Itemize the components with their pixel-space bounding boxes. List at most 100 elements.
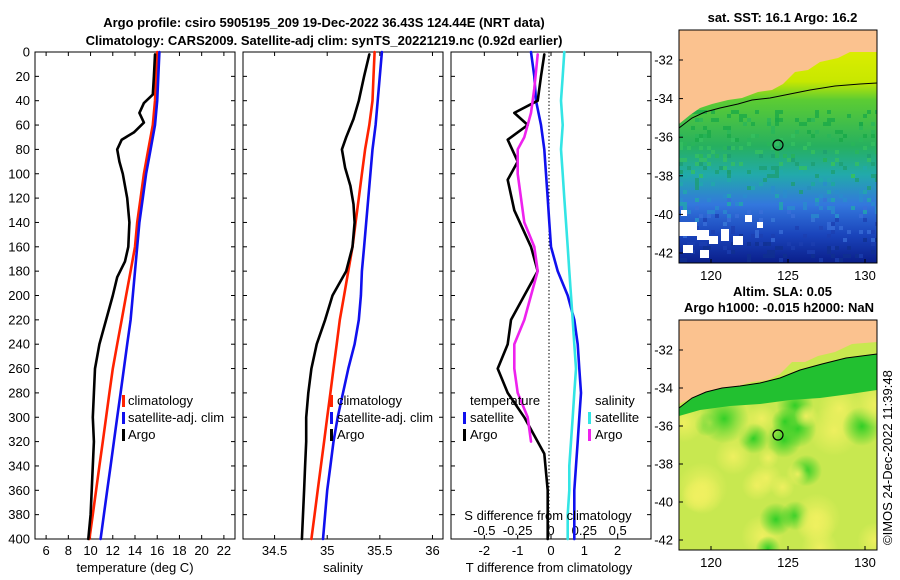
sst-pixel [679, 170, 683, 174]
sst-pixel [679, 142, 683, 146]
sst-pixel [847, 254, 851, 258]
sst-pixel [783, 254, 787, 258]
sst-pixel [771, 154, 775, 158]
series-line-t-satellite [529, 50, 583, 541]
series-line-s-satellite [559, 50, 578, 541]
sst-pixel [723, 126, 727, 130]
x-tick-label: 6 [42, 543, 49, 558]
sst-pixel [723, 210, 727, 214]
sst-pixel [859, 190, 863, 194]
sst-pixel [695, 138, 699, 142]
x-tick-label: 2 [614, 543, 621, 558]
sst-pixel [683, 206, 687, 210]
sst-pixel [747, 254, 751, 258]
sst-pixel [699, 118, 703, 122]
x-tick-label: 18 [172, 543, 186, 558]
sst-pixel [707, 154, 711, 158]
sst-pixel [791, 246, 795, 250]
depth-tick-label: 260 [8, 361, 30, 376]
series-line-argo [87, 53, 157, 541]
figure-title-line2: Climatology: CARS2009. Satellite-adj cli… [85, 33, 563, 48]
sst-pixel [679, 134, 683, 138]
sst-pixel [771, 174, 775, 178]
sst-pixel [731, 226, 735, 230]
legend-label-climatology: climatology [128, 393, 194, 408]
sst-pixel [779, 230, 783, 234]
sst-pixel [867, 110, 871, 114]
sst-pixel [747, 138, 751, 142]
sla-blob [796, 506, 836, 546]
sst-pixel [867, 230, 871, 234]
sst-pixel [863, 238, 867, 242]
sst-pixel [755, 150, 759, 154]
sst-pixel [743, 122, 747, 126]
sst-pixel [843, 166, 847, 170]
map-lat-label: -34 [654, 381, 673, 396]
sst-pixel [735, 214, 739, 218]
sst-pixel [759, 218, 763, 222]
sst-pixel [715, 118, 719, 122]
sst-pixel [687, 146, 691, 150]
sst-pixel [831, 254, 835, 258]
sst-pixel [867, 198, 871, 202]
sst-pixel [751, 122, 755, 126]
sst-pixel [687, 166, 691, 170]
sst-pixel [739, 114, 743, 118]
legend-swatch-t-satellite [463, 412, 466, 424]
sla-map-title: Altim. SLA: 0.05 [733, 284, 832, 299]
depth-tick-label: 100 [8, 166, 30, 181]
sst-pixel [831, 230, 835, 234]
sst-pixel [875, 150, 877, 154]
sst-pixel [731, 250, 735, 254]
sst-pixel [803, 206, 807, 210]
sst-pixel [691, 126, 695, 130]
sst-pixel [787, 210, 791, 214]
depth-tick-label: 120 [8, 191, 30, 206]
sst-pixel [759, 150, 763, 154]
sst-pixel [855, 162, 859, 166]
sst-pixel [703, 218, 707, 222]
sst-pixel [723, 222, 727, 226]
sst-pixel [827, 122, 831, 126]
sst-pixel [819, 194, 823, 198]
sst-pixel [807, 186, 811, 190]
legend-label-climatology: climatology [337, 393, 403, 408]
sst-pixel [771, 234, 775, 238]
sst-pixel [851, 206, 855, 210]
s-diff-tick-label: 0.25 [572, 523, 597, 538]
sst-pixel [727, 154, 731, 158]
sst-pixel [683, 158, 687, 162]
sst-pixel [707, 198, 711, 202]
difference-x-axis: -2 -1 0 1 2 [479, 52, 621, 558]
sst-pixel [863, 146, 867, 150]
sst-pixel [707, 162, 711, 166]
sst-pixel [871, 162, 875, 166]
sst-pixel [859, 122, 863, 126]
sst-pixel [715, 214, 719, 218]
sst-pixel [727, 134, 731, 138]
sst-pixel [779, 258, 783, 262]
sst-pixel [875, 174, 877, 178]
depth-tick-label: 280 [8, 385, 30, 400]
sst-pixel [739, 202, 743, 206]
sst-pixel [783, 154, 787, 158]
sst-pixel [683, 202, 687, 206]
sst-pixel [819, 258, 823, 262]
sst-pixel [803, 234, 807, 238]
sst-pixel [747, 242, 751, 246]
sst-pixel [771, 250, 775, 254]
sst-pixel [827, 246, 831, 250]
sst-pixel [711, 210, 715, 214]
depth-tick-label: 60 [16, 118, 30, 133]
sst-pixel [727, 198, 731, 202]
sst-pixel [699, 182, 703, 186]
sst-pixel [755, 242, 759, 246]
sst-pixel [791, 206, 795, 210]
map-lat-label: -38 [654, 168, 673, 183]
sst-pixel [787, 242, 791, 246]
sst-pixel [835, 150, 839, 154]
salinity-series [300, 50, 384, 541]
depth-tick-label: 80 [16, 142, 30, 157]
sla-land [679, 320, 877, 404]
s-diff-tick-label: -0.5 [473, 523, 495, 538]
